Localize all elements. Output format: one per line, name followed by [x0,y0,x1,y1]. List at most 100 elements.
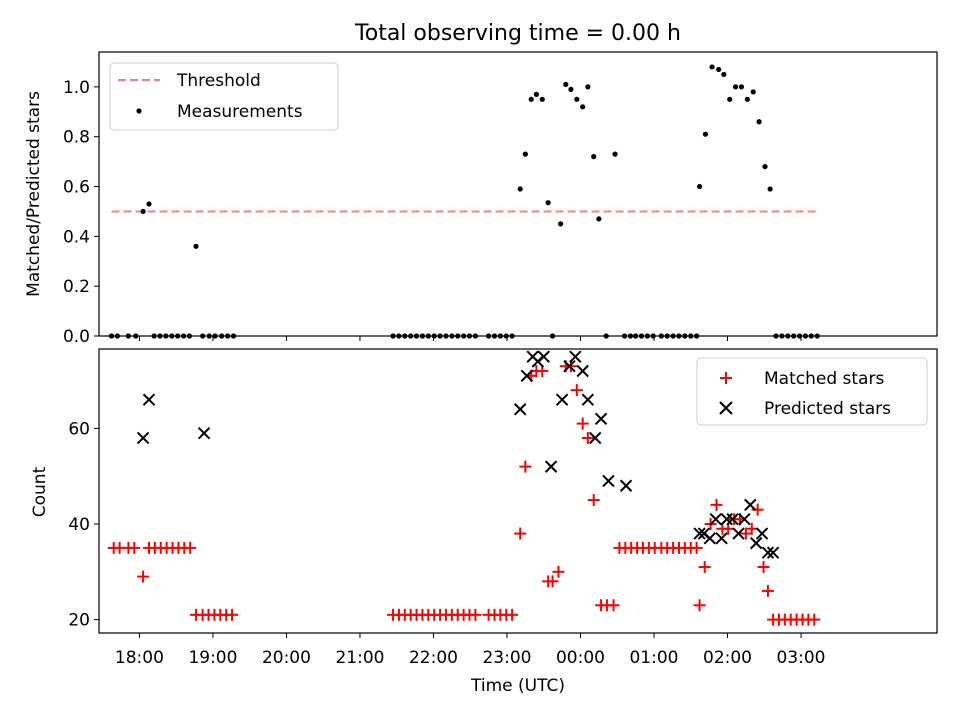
matched-star-point [745,522,758,535]
matched-star-point [514,527,527,540]
xtick-label: 23:00 [482,648,531,668]
matched-star-point [552,565,565,578]
bottom-ylabel: Count [30,466,50,517]
bottom-plot-area [107,350,821,626]
predicted-star-point [602,474,615,488]
xtick-label: 03:00 [777,648,826,668]
x-diag-b [520,369,534,382]
x-diag-b [602,474,615,488]
x-diag-b [732,527,745,540]
top-x-axis-ticks [138,336,802,341]
x-diag-b [569,350,582,363]
x-diag-b [537,350,550,363]
top-ytick-label: 0.4 [63,227,90,247]
x-diag-b [619,479,633,492]
measurements-legend-swatch [136,108,142,114]
measurement-point [558,221,564,227]
measurement-point [756,119,762,125]
matched-star-point [570,384,583,397]
top-title: Total observing time = 0.00 h [354,21,681,46]
x-diag-b [744,498,757,512]
predicted-star-point [720,513,733,526]
predicted-star-point [715,532,728,545]
predicted-legend-label: Predicted stars [764,399,891,419]
predicted-star-point [581,393,595,406]
xtick-label: 02:00 [703,648,752,668]
predicted-star-point [537,350,550,363]
matched-star-point [808,613,821,626]
bottom-legend: Matched stars Predicted stars [696,357,928,426]
threshold-legend-label: Threshold [176,71,261,91]
x-diag-b [197,426,211,440]
x-diag-b [766,546,780,559]
x-diag-b [555,393,569,406]
predicted-star-point [555,393,569,406]
matched-star-point [693,599,706,612]
x-diag-b [709,513,722,526]
matched-star-point [751,503,764,516]
predicted-star-point [142,393,156,406]
predicted-star-point [693,527,706,540]
x-diag-b [693,527,706,540]
bottom-x-axis: 18:00 19:00 20:00 21:00 22:00 23:00 00:00 01:00… [115,633,826,668]
predicted-star-point [744,498,757,512]
matched-star-point [519,460,532,473]
predicted-star-point [594,412,608,426]
matched-star-point [128,541,141,554]
measurement-point [612,151,618,157]
matched-star-point [698,561,711,574]
matched-star-point [469,608,482,621]
matched-legend-swatch [720,372,732,384]
top-ytick-label: 0.8 [63,128,90,148]
xtick-label: 22:00 [409,648,458,668]
xtick-label: 01:00 [629,648,678,668]
bottom-xlabel: Time (UTC) [470,676,565,696]
measurement-point [563,81,569,87]
bottom-y-axis: 20 40 60 [68,419,99,631]
predicted-star-point [738,513,751,526]
measurement-point [533,91,539,97]
measurement-point [193,243,199,249]
measurement-point [574,96,580,102]
measurement-point [721,71,727,78]
predicted-star-point [197,426,211,440]
predicted-star-point [136,431,150,445]
measurement-point [767,186,773,192]
x-diag-b [544,460,558,473]
measurement-point [522,151,528,157]
measurement-point [580,104,586,110]
measurement-point [716,66,722,73]
predicted-star-point [588,431,602,445]
measurement-point [568,86,574,92]
top-ytick-label: 0.6 [63,178,90,198]
top-ytick-label: 0.0 [63,327,90,347]
predicted-star-point [732,527,745,540]
measurement-point [738,84,745,90]
predicted-star-point [709,513,722,526]
measurement-point [702,131,709,137]
bottom-panel: Count Time (UTC) 20 40 60 18:00 19:00 20:00 2… [30,348,938,696]
x-diag-b [703,532,717,545]
measurement-point [596,216,602,222]
top-legend-box [109,62,339,131]
matched-star-point [761,584,774,597]
x-diag-b [738,513,751,526]
xtick-label: 00:00 [556,648,605,668]
xtick-label: 19:00 [188,648,237,668]
matched-star-point [710,498,723,511]
measurements-legend-label: Measurements [177,102,303,122]
matched-star-point [581,431,594,444]
bottom-legend-box [696,357,928,426]
x-diag-b [755,527,769,540]
x-diag-b [594,412,608,426]
measurement-point [539,96,545,102]
predicted-star-point [513,403,527,416]
predicted-star-point [703,532,717,545]
measurement-point [732,84,739,90]
measurement-point [727,96,733,102]
matched-star-point [226,608,239,621]
matched-star-point [607,599,620,612]
x-diag-b [563,360,576,373]
xtick-label: 21:00 [335,648,384,668]
